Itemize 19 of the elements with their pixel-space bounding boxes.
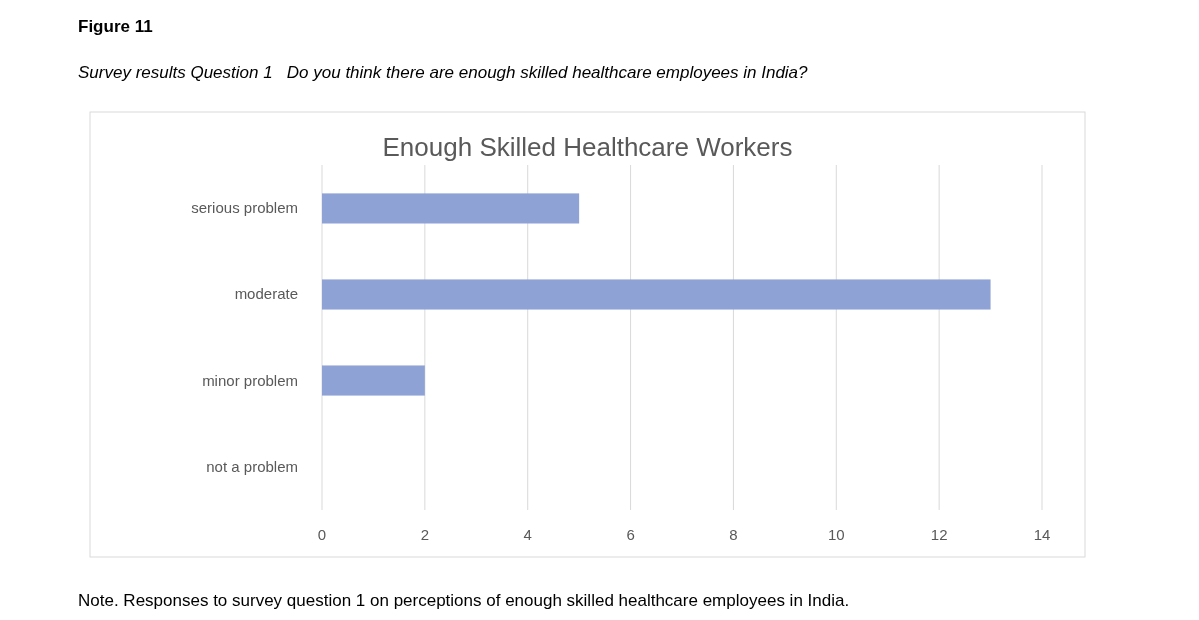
- chart-subtitle: Survey results Question 1 Do you think there are enough skilled healthcare employees in India?: [78, 63, 809, 82]
- x-tick-label: 8: [729, 526, 738, 543]
- bar: [322, 365, 425, 396]
- x-tick-label: 4: [523, 526, 532, 543]
- bar: [322, 279, 991, 310]
- bar: [322, 193, 580, 224]
- y-tick-label: minor problem: [202, 371, 298, 389]
- x-tick-label: 6: [626, 526, 635, 543]
- text: Note. Responses to survey question 1 on perceptions of enough skilled healthcare employees in India.: [78, 591, 850, 610]
- y-tick-label: not a problem: [206, 457, 298, 475]
- y-tick-label: moderate: [234, 285, 298, 303]
- caption: Figure 11: [78, 17, 153, 36]
- x-tick-label: 12: [930, 526, 948, 543]
- x-tick-label: 10: [827, 526, 845, 543]
- x-tick-label: 14: [1033, 526, 1051, 543]
- x-tick-label: 2: [420, 526, 430, 543]
- chart-title: Enough Skilled Healthcare Workers: [382, 132, 793, 162]
- y-tick-label: serious problem: [191, 199, 298, 217]
- x-tick-label: 0: [317, 526, 327, 543]
